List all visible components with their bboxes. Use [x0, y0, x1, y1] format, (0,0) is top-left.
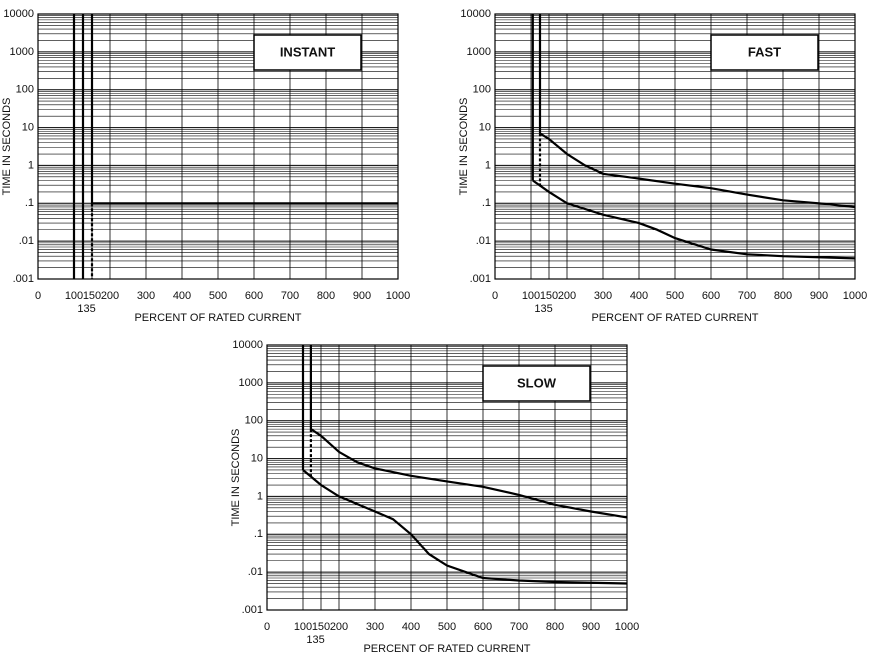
x-tick-label: 500	[666, 290, 684, 302]
x-tick-label: 700	[510, 621, 528, 633]
plot-frame	[494, 13, 856, 280]
y-tick-label: 10	[22, 121, 34, 133]
y-tick-label: .01	[248, 566, 263, 578]
y-tick-label: 1	[257, 490, 263, 502]
x-tick-label: 135	[534, 303, 552, 315]
y-tick-label: 1	[485, 159, 491, 171]
x-tick-label: 200	[330, 621, 348, 633]
plot-frame	[37, 13, 399, 280]
x-tick-label: 135	[306, 634, 324, 646]
x-tick-label: 1000	[386, 290, 410, 302]
title-box	[253, 34, 362, 71]
x-tick-label: 135	[77, 303, 95, 315]
y-tick-label: 10000	[3, 8, 34, 20]
curve	[539, 132, 856, 209]
y-tick-label: .1	[482, 197, 491, 209]
y-tick-label: 100	[473, 84, 491, 96]
y-tick-label: 100	[16, 84, 34, 96]
y-tick-label: 10000	[232, 339, 263, 351]
y-tick-label: .01	[19, 235, 34, 247]
x-tick-label: 1000	[843, 290, 867, 302]
x-tick-label: 100	[522, 290, 540, 302]
y-tick-label: .001	[13, 273, 34, 285]
x-tick-label: 1000	[615, 621, 639, 633]
y-tick-label: 1	[28, 159, 34, 171]
x-tick-label: 700	[738, 290, 756, 302]
x-tick-label: 600	[474, 621, 492, 633]
x-tick-label: 800	[546, 621, 564, 633]
curve	[302, 469, 628, 585]
x-tick-label: 150	[83, 290, 101, 302]
x-tick-label: 900	[810, 290, 828, 302]
y-tick-label: 1000	[239, 377, 263, 389]
y-tick-label: .1	[25, 197, 34, 209]
y-tick-label: 100	[245, 415, 263, 427]
y-axis-label: TIME IN SECONDS	[458, 98, 470, 196]
y-tick-label: 10000	[460, 8, 491, 20]
y-axis-label: TIME IN SECONDS	[230, 429, 242, 527]
y-tick-label: .001	[242, 604, 263, 616]
y-axis-label: TIME IN SECONDS	[1, 98, 13, 196]
x-tick-label: 400	[402, 621, 420, 633]
y-tick-label: .01	[476, 235, 491, 247]
x-tick-label: 0	[264, 621, 270, 633]
x-tick-label: 400	[630, 290, 648, 302]
plot-frame	[266, 344, 628, 611]
x-tick-label: 800	[317, 290, 335, 302]
x-tick-label: 900	[353, 290, 371, 302]
chart-title: FAST	[748, 44, 781, 59]
x-axis-label: PERCENT OF RATED CURRENT	[591, 312, 758, 324]
x-tick-label: 100	[294, 621, 312, 633]
x-tick-label: 150	[540, 290, 558, 302]
x-tick-label: 600	[245, 290, 263, 302]
title-box	[710, 34, 819, 71]
x-tick-label: 500	[209, 290, 227, 302]
x-tick-label: 800	[774, 290, 792, 302]
x-tick-label: 100	[65, 290, 83, 302]
x-tick-label: 200	[101, 290, 119, 302]
y-tick-label: 1000	[467, 46, 491, 58]
x-tick-label: 500	[438, 621, 456, 633]
y-tick-label: 1000	[10, 46, 34, 58]
y-tick-label: .1	[254, 528, 263, 540]
x-tick-label: 300	[137, 290, 155, 302]
title-box	[482, 365, 591, 402]
curve	[532, 179, 856, 260]
x-tick-label: 400	[173, 290, 191, 302]
x-tick-label: 200	[558, 290, 576, 302]
x-tick-label: 0	[35, 290, 41, 302]
x-tick-label: 600	[702, 290, 720, 302]
x-tick-label: 150	[312, 621, 330, 633]
curve	[310, 428, 628, 519]
y-tick-label: 10	[479, 121, 491, 133]
x-tick-label: 300	[366, 621, 384, 633]
x-tick-label: 700	[281, 290, 299, 302]
x-tick-label: 300	[594, 290, 612, 302]
x-axis-label: PERCENT OF RATED CURRENT	[134, 312, 301, 324]
chart-title: SLOW	[517, 375, 557, 390]
chart-title: INSTANT	[280, 44, 335, 59]
x-axis-label: PERCENT OF RATED CURRENT	[363, 643, 530, 655]
y-tick-label: 10	[251, 452, 263, 464]
y-tick-label: .001	[470, 273, 491, 285]
x-tick-label: 0	[492, 290, 498, 302]
x-tick-label: 900	[582, 621, 600, 633]
